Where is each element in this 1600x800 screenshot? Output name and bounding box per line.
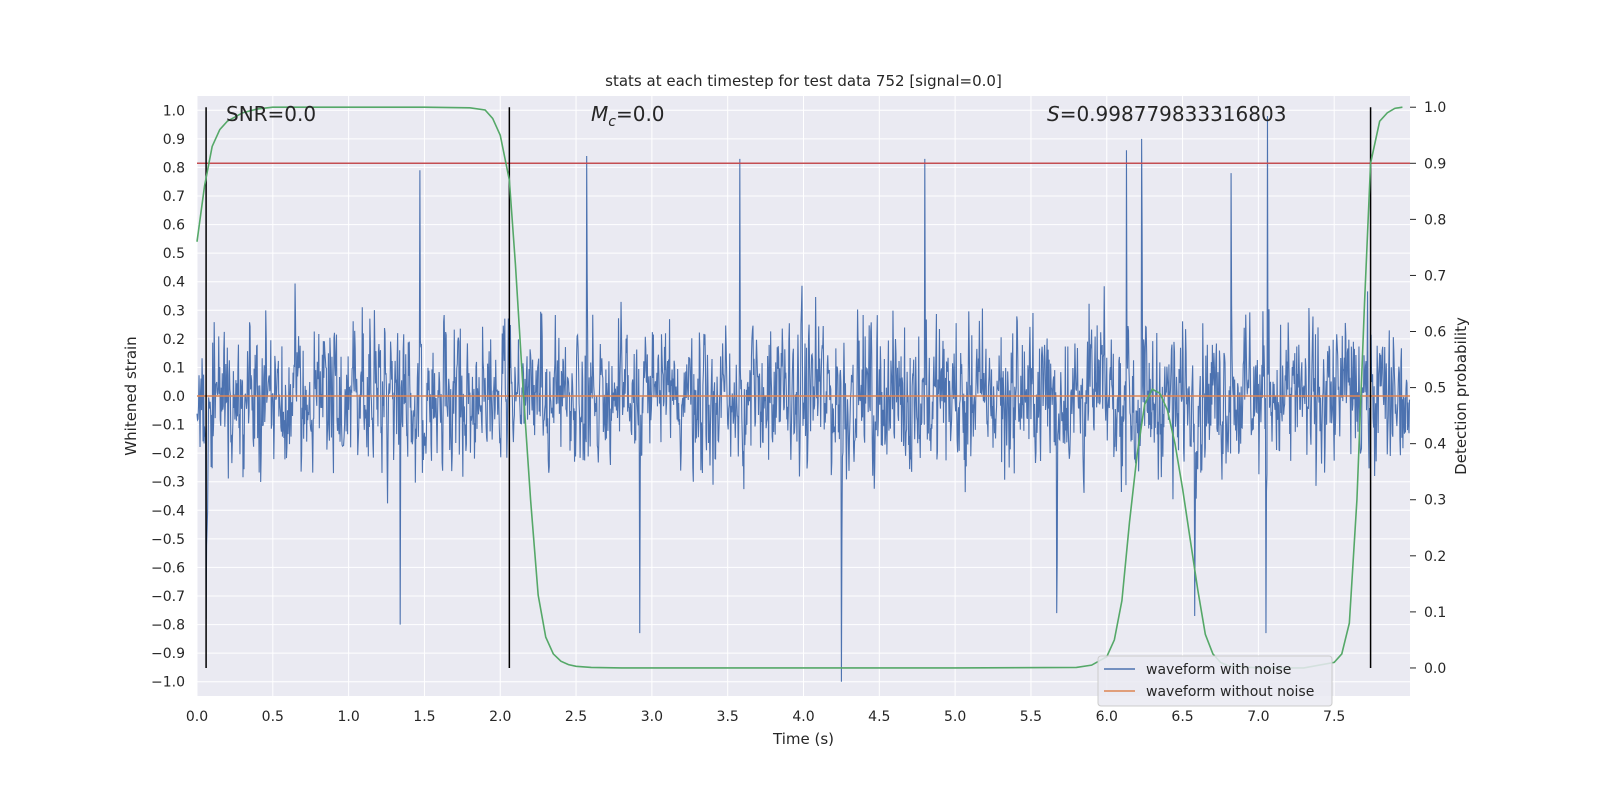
x-tick-label: 2.5 <box>565 709 587 725</box>
y-tick-label: 0.6 <box>163 218 185 234</box>
y2-tick-label: 0.6 <box>1424 325 1446 341</box>
s-annotation: S=0.998779833316803 <box>1047 102 1286 126</box>
x-tick-label: 3.5 <box>717 709 739 725</box>
y-axis-label: Whitened strain <box>122 336 140 455</box>
y2-tick-label: 0.9 <box>1424 156 1446 172</box>
waveform-with-noise-series <box>196 115 1411 682</box>
x-axis-label: Time (s) <box>772 730 834 748</box>
legend-label-clean: waveform without noise <box>1146 684 1314 700</box>
mc-symbol: M <box>591 102 608 126</box>
y-tick-label: 0.9 <box>163 132 185 148</box>
y2-tick-label: 0.7 <box>1424 268 1446 284</box>
y-tick-label: 1.0 <box>163 103 185 119</box>
y-tick-label: 0.5 <box>163 246 185 262</box>
y-tick-label: −0.2 <box>151 446 185 462</box>
y-tick-label: −0.3 <box>151 475 185 491</box>
snr-annotation: SNR=0.0 <box>226 102 316 126</box>
y2-axis-label: Detection probability <box>1452 317 1470 475</box>
chart-title: stats at each timestep for test data 752… <box>605 72 1002 90</box>
y2-tick-label: 0.2 <box>1424 549 1446 565</box>
y-tick-label: −0.9 <box>151 646 185 662</box>
legend-box <box>1097 655 1333 707</box>
x-tick-label: 0.5 <box>262 709 284 725</box>
tick-labels: 0.0 0.5 1.0 1.5 2.0 2.5 3.0 3.5 4.0 4.5 5.0 5.5 6.0 6… <box>151 100 1446 725</box>
x-tick-label: 1.5 <box>413 709 435 725</box>
y2-tick-label: 0.0 <box>1424 661 1446 677</box>
y-tick-label: 0.4 <box>163 275 185 291</box>
legend: waveform with noise waveform without noi… <box>1097 655 1333 707</box>
x-tick-label: 6.0 <box>1096 709 1118 725</box>
x-tick-label: 4.5 <box>868 709 890 725</box>
x-tick-label: 0.0 <box>186 709 208 725</box>
y-tick-label: −0.5 <box>151 532 185 548</box>
x-tick-label: 6.5 <box>1171 709 1193 725</box>
s-value: =0.998779833316803 <box>1060 102 1287 126</box>
y2-tick-label: 0.1 <box>1424 605 1446 621</box>
x-tick-label: 4.0 <box>792 709 814 725</box>
mc-subscript: c <box>608 114 616 130</box>
legend-label-noise: waveform with noise <box>1146 662 1291 678</box>
x-tick-label: 1.0 <box>337 709 359 725</box>
y-tick-label: −1.0 <box>151 675 185 691</box>
y-tick-label: −0.8 <box>151 618 185 634</box>
y-tick-label: 0.2 <box>163 332 185 348</box>
x-tick-label: 2.0 <box>489 709 511 725</box>
y-tick-label: 0.3 <box>163 303 185 319</box>
x-tick-label: 3.0 <box>641 709 663 725</box>
y2-tick-label: 1.0 <box>1424 100 1446 116</box>
y-tick-label: −0.1 <box>151 418 185 434</box>
y2-tick-label: 0.5 <box>1424 381 1446 397</box>
x-tick-label: 7.0 <box>1247 709 1269 725</box>
x-tick-label: 7.5 <box>1323 709 1345 725</box>
mc-value: =0.0 <box>616 102 665 126</box>
y-tick-label: −0.6 <box>151 560 185 576</box>
y-tick-label: −0.4 <box>151 503 185 519</box>
y-tick-label: −0.7 <box>151 589 185 605</box>
y-tick-label: 0.0 <box>163 389 185 405</box>
y-tick-label: 0.7 <box>163 189 185 205</box>
y-tick-label: 0.8 <box>163 160 185 176</box>
x-tick-label: 5.5 <box>1020 709 1042 725</box>
s-symbol: S <box>1047 102 1060 126</box>
y-tick-label: 0.1 <box>163 360 185 376</box>
y2-tick-label: 0.4 <box>1424 437 1446 453</box>
mc-annotation: Mc=0.0 <box>591 102 665 130</box>
y2-tick-label: 0.3 <box>1424 493 1446 509</box>
x-tick-label: 5.0 <box>944 709 966 725</box>
waveform-with-noise-line <box>196 115 1411 682</box>
y2-tick-label: 0.8 <box>1424 212 1446 228</box>
